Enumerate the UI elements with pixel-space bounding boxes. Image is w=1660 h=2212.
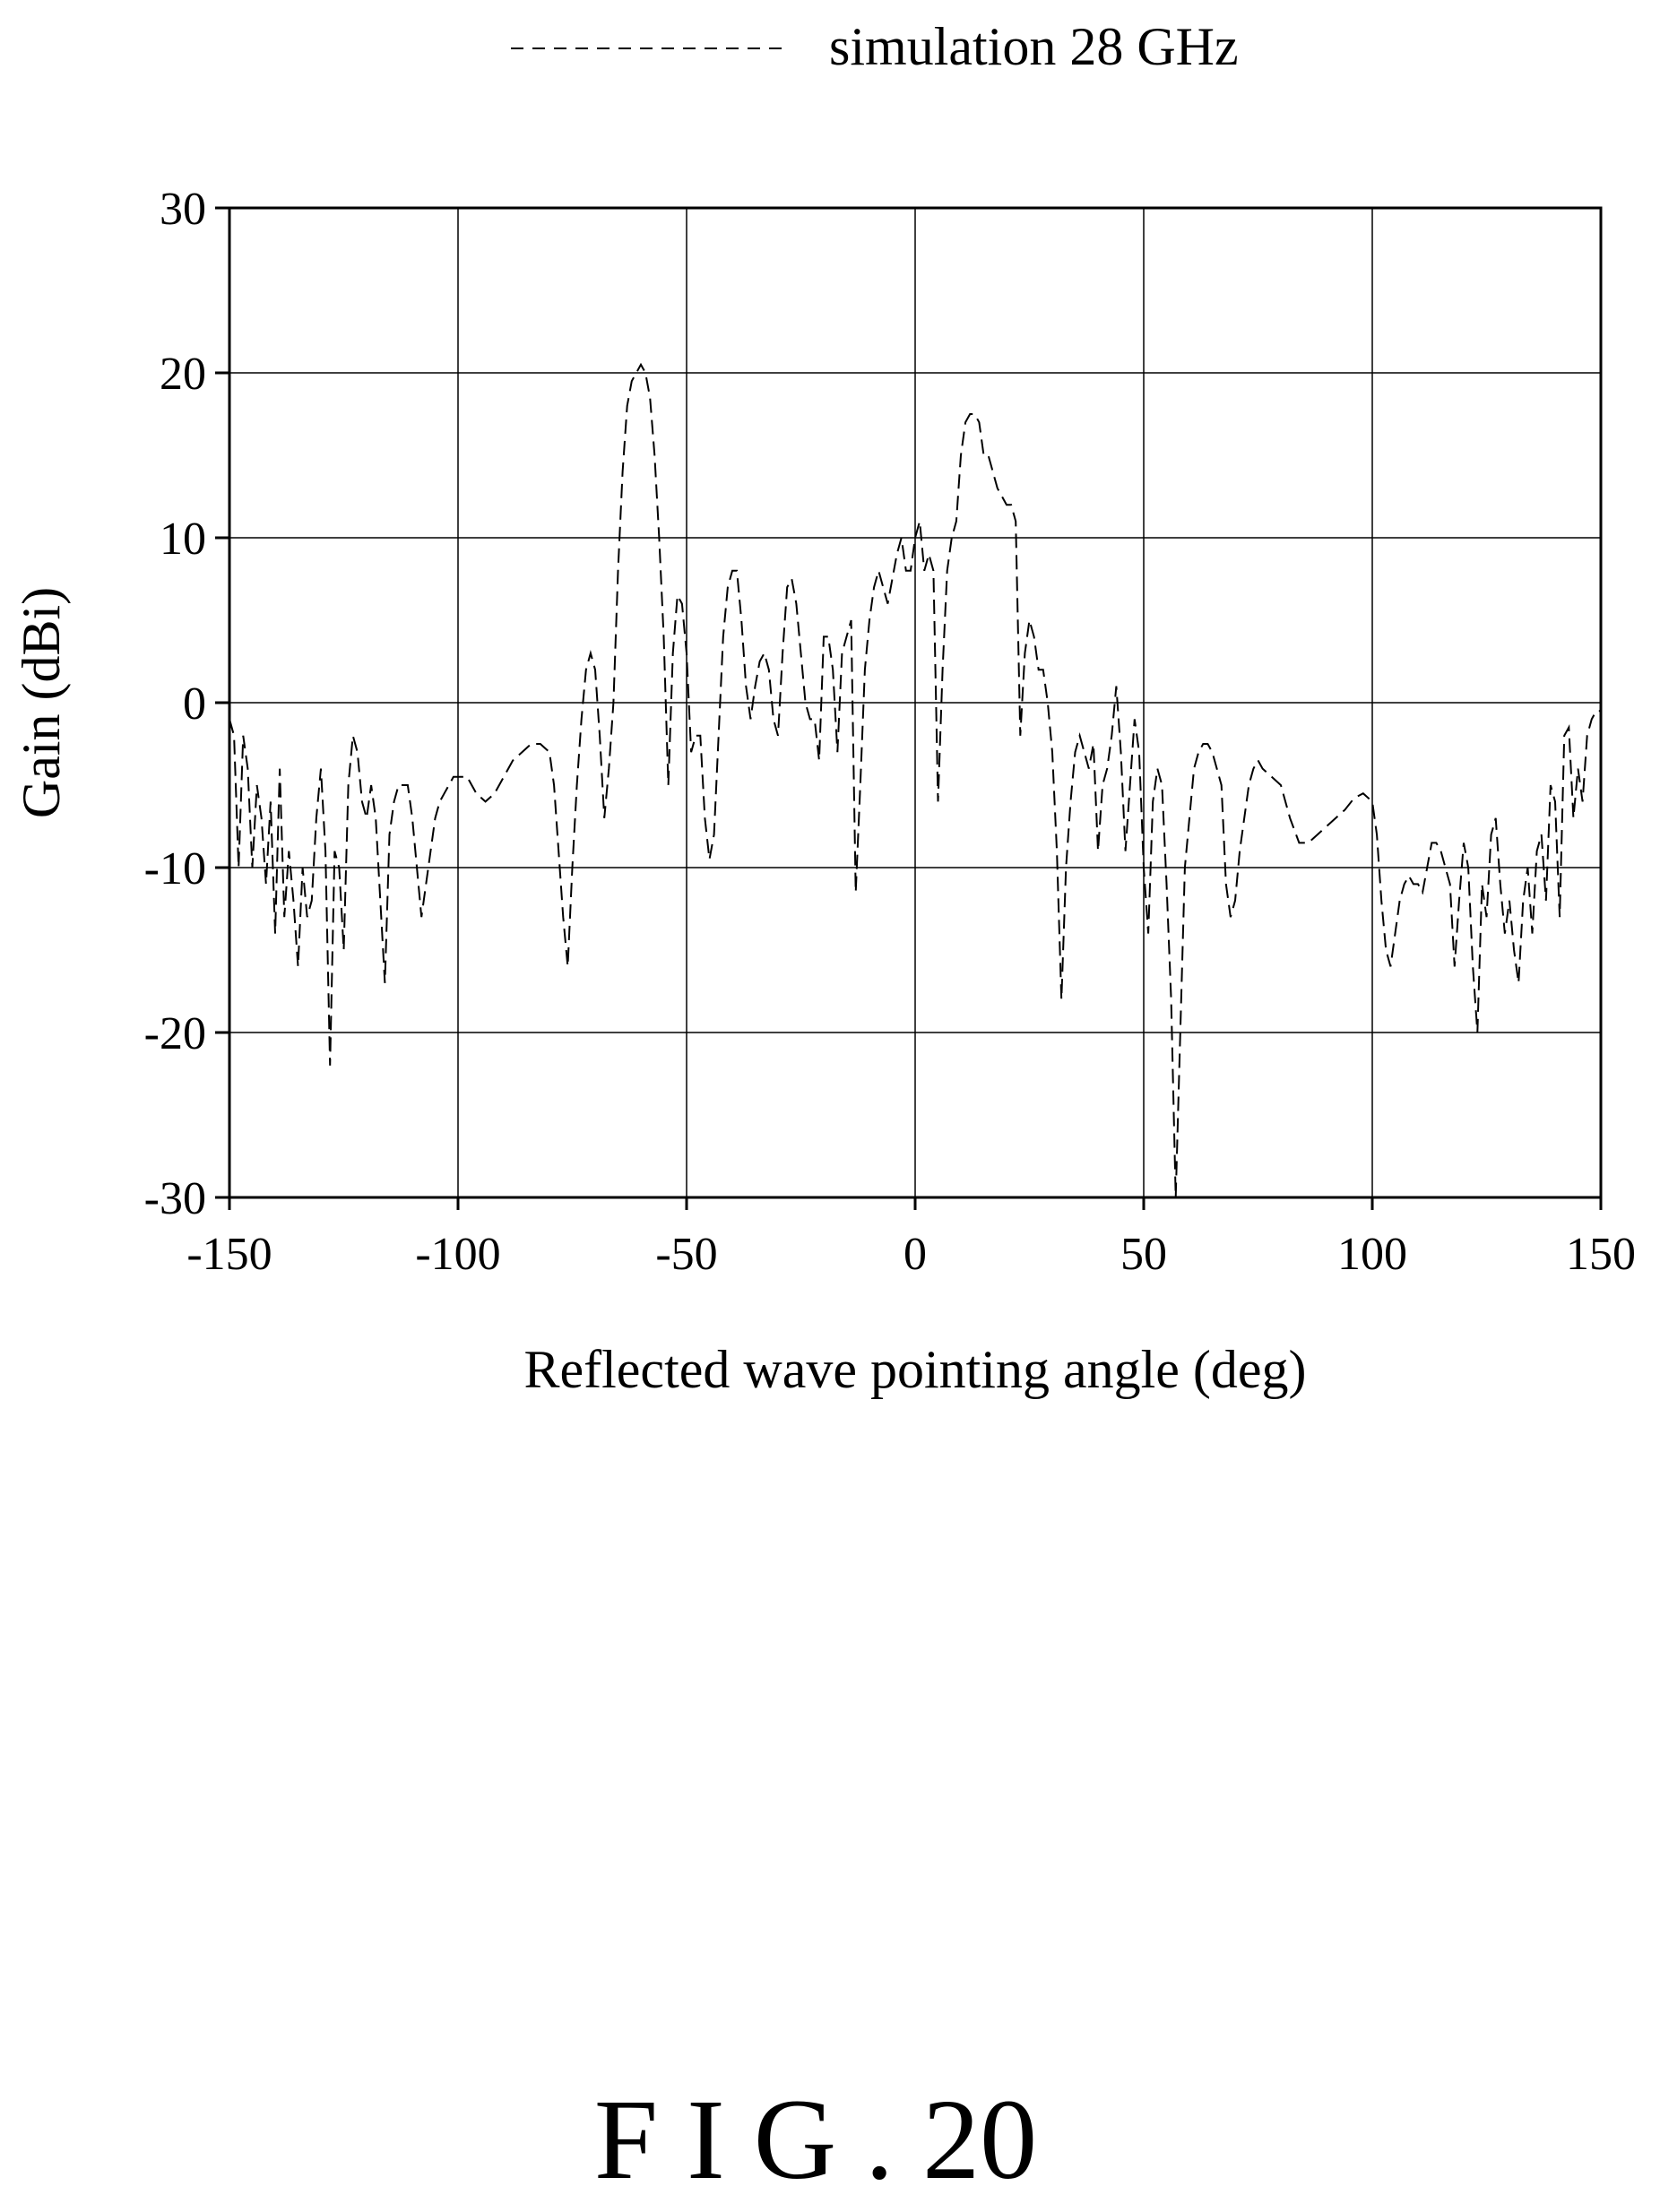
x-axis-title: Reflected wave pointing angle (deg): [524, 1340, 1307, 1399]
y-tick-label: -20: [144, 1008, 206, 1059]
figure-caption: F I G . 20: [594, 2076, 1037, 2203]
x-tick-label: 150: [1566, 1229, 1636, 1280]
y-axis-title: Gain (dBi): [12, 587, 71, 818]
y-tick-label: 10: [160, 514, 206, 565]
x-tick-label: 0: [903, 1229, 927, 1280]
series-line-simulation-28ghz: [229, 362, 1601, 1198]
x-tick-label: 50: [1120, 1229, 1167, 1280]
y-tick-label: 30: [160, 184, 206, 235]
x-tick-label: 100: [1337, 1229, 1407, 1280]
x-axis: -150 -100 -50 0 50 100 150: [186, 1197, 1636, 1280]
x-tick-label: -50: [655, 1229, 717, 1280]
legend: simulation 28 GHz: [511, 17, 1239, 76]
x-tick-label: -150: [186, 1229, 272, 1280]
y-axis: 30 20 10 0 -10 -20 -30: [144, 184, 229, 1224]
x-tick-label: -100: [415, 1229, 500, 1280]
y-tick-label: 20: [160, 349, 206, 400]
legend-label: simulation 28 GHz: [829, 17, 1239, 76]
gridlines: [229, 208, 1601, 1197]
y-tick-label: -30: [144, 1173, 206, 1224]
y-tick-label: 0: [183, 678, 206, 730]
y-tick-label: -10: [144, 843, 206, 894]
